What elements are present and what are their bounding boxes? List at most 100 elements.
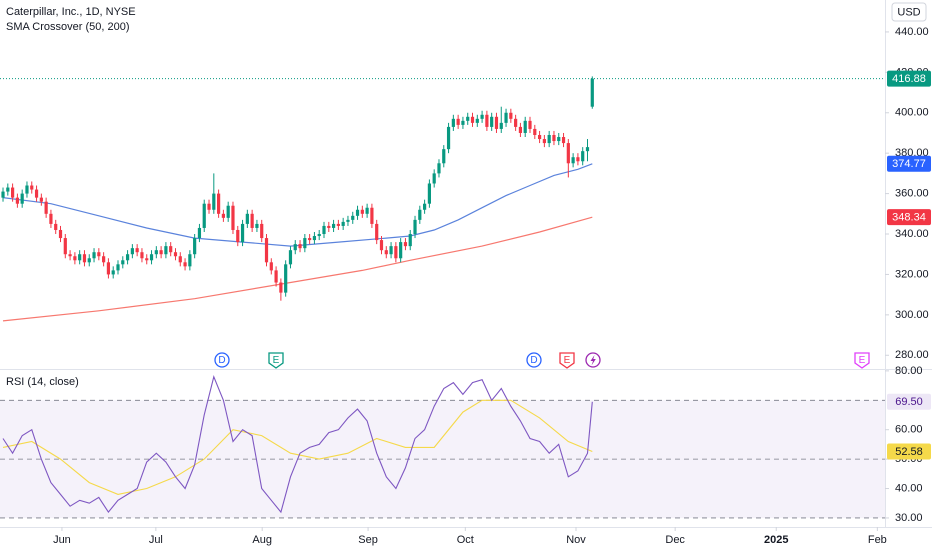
candle-body: [456, 118, 460, 125]
price-tag: [887, 209, 931, 226]
candle-body: [284, 264, 288, 293]
candle-body: [111, 270, 115, 275]
candle-body: [528, 120, 532, 129]
candle-body: [451, 118, 455, 127]
candle-body: [322, 225, 326, 235]
event-label: E: [273, 355, 280, 366]
candle-body: [413, 219, 417, 235]
currency-button[interactable]: [891, 2, 927, 22]
candle-body: [470, 116, 475, 123]
candle-body: [437, 163, 441, 174]
price-tag-label: 348.34: [892, 212, 926, 224]
y-tick-label: 400.00: [895, 107, 929, 119]
rsi-y-tick-label: 60.00: [895, 424, 923, 436]
candle-body: [207, 203, 211, 210]
candle-body: [408, 234, 412, 247]
candle-body: [250, 213, 254, 228]
price-tag-label: 374.77: [892, 158, 926, 170]
event-marker: [214, 352, 230, 368]
candle-body: [480, 114, 484, 119]
candle-body: [130, 248, 134, 255]
rsi-y-tick-label: 80.00: [895, 365, 923, 377]
price-tag: [887, 393, 931, 410]
candle-body: [389, 246, 393, 255]
candle-body: [1, 191, 5, 198]
candle-body: [552, 134, 556, 142]
candle-body: [576, 157, 580, 162]
price-tag-label: 416.88: [892, 73, 926, 85]
candle-body: [183, 262, 187, 267]
candle-body: [20, 193, 24, 204]
candle-body: [44, 201, 48, 214]
rsi-y-tick-label: 30.00: [895, 512, 923, 524]
lightning-icon[interactable]: [590, 355, 596, 366]
candle-body: [10, 187, 15, 198]
candle-body: [581, 151, 585, 162]
candle-body: [504, 112, 508, 123]
candle-body: [274, 270, 278, 283]
candle-body: [288, 250, 293, 265]
candle-body: [365, 207, 369, 214]
candle-body: [269, 262, 273, 271]
candle-body: [475, 118, 479, 123]
candle-body: [509, 112, 513, 119]
candle-body: [341, 221, 345, 226]
candle-body: [542, 139, 546, 144]
event-marker: [526, 352, 542, 368]
candle-body: [461, 120, 465, 125]
rsi-title: RSI (14, close): [6, 376, 79, 388]
candle-body: [427, 183, 431, 204]
candle-body: [188, 254, 192, 267]
candle-body: [547, 134, 551, 144]
lightning-marker[interactable]: [585, 352, 601, 368]
candle-body: [82, 254, 87, 263]
candle-body: [561, 137, 566, 144]
candle-body: [423, 203, 427, 210]
candle-body: [432, 173, 436, 184]
candle-body: [154, 250, 158, 255]
candle-body: [63, 238, 67, 255]
candle-body: [336, 223, 340, 226]
event-label: D: [218, 355, 225, 366]
candle-body: [533, 128, 537, 135]
candle-body: [125, 254, 130, 261]
candle-body: [97, 252, 101, 257]
candle-body: [15, 197, 19, 204]
candle-body: [279, 282, 283, 293]
candle-body: [178, 256, 182, 263]
price-tag: [887, 70, 931, 87]
candle-body: [30, 185, 34, 190]
candle-body: [102, 256, 106, 263]
candle-body: [121, 260, 125, 265]
event-label: E: [564, 355, 571, 366]
x-tick-label: Nov: [566, 534, 586, 546]
sma-slow-line: [2, 216, 593, 322]
candle-body: [6, 187, 10, 192]
candle-body: [149, 254, 154, 261]
y-tick-label: 340.00: [895, 228, 929, 240]
candle-body: [379, 240, 384, 251]
candle-body: [34, 189, 39, 198]
candle-body: [370, 207, 374, 224]
candle-body: [164, 246, 168, 255]
candle-body: [446, 126, 451, 150]
candle-body: [39, 197, 43, 202]
candle-body: [442, 149, 446, 164]
candle-body: [169, 246, 173, 253]
currency[interactable]: USD: [897, 6, 920, 18]
event-marker: [559, 352, 575, 369]
y-tick-label: 440.00: [895, 26, 929, 38]
x-tick-label: Jul: [149, 534, 163, 546]
x-tick-label: Aug: [252, 534, 272, 546]
candle-body: [54, 223, 58, 230]
x-tick-label: Jun: [53, 534, 71, 546]
candle-body: [466, 116, 470, 121]
candle-body: [355, 209, 360, 216]
candle-body: [418, 209, 422, 220]
x-tick-label: Sep: [358, 534, 378, 546]
candle-body: [298, 244, 302, 249]
x-tick-label: Feb: [868, 534, 887, 546]
candle-body: [518, 126, 523, 133]
candle-body: [255, 223, 259, 228]
